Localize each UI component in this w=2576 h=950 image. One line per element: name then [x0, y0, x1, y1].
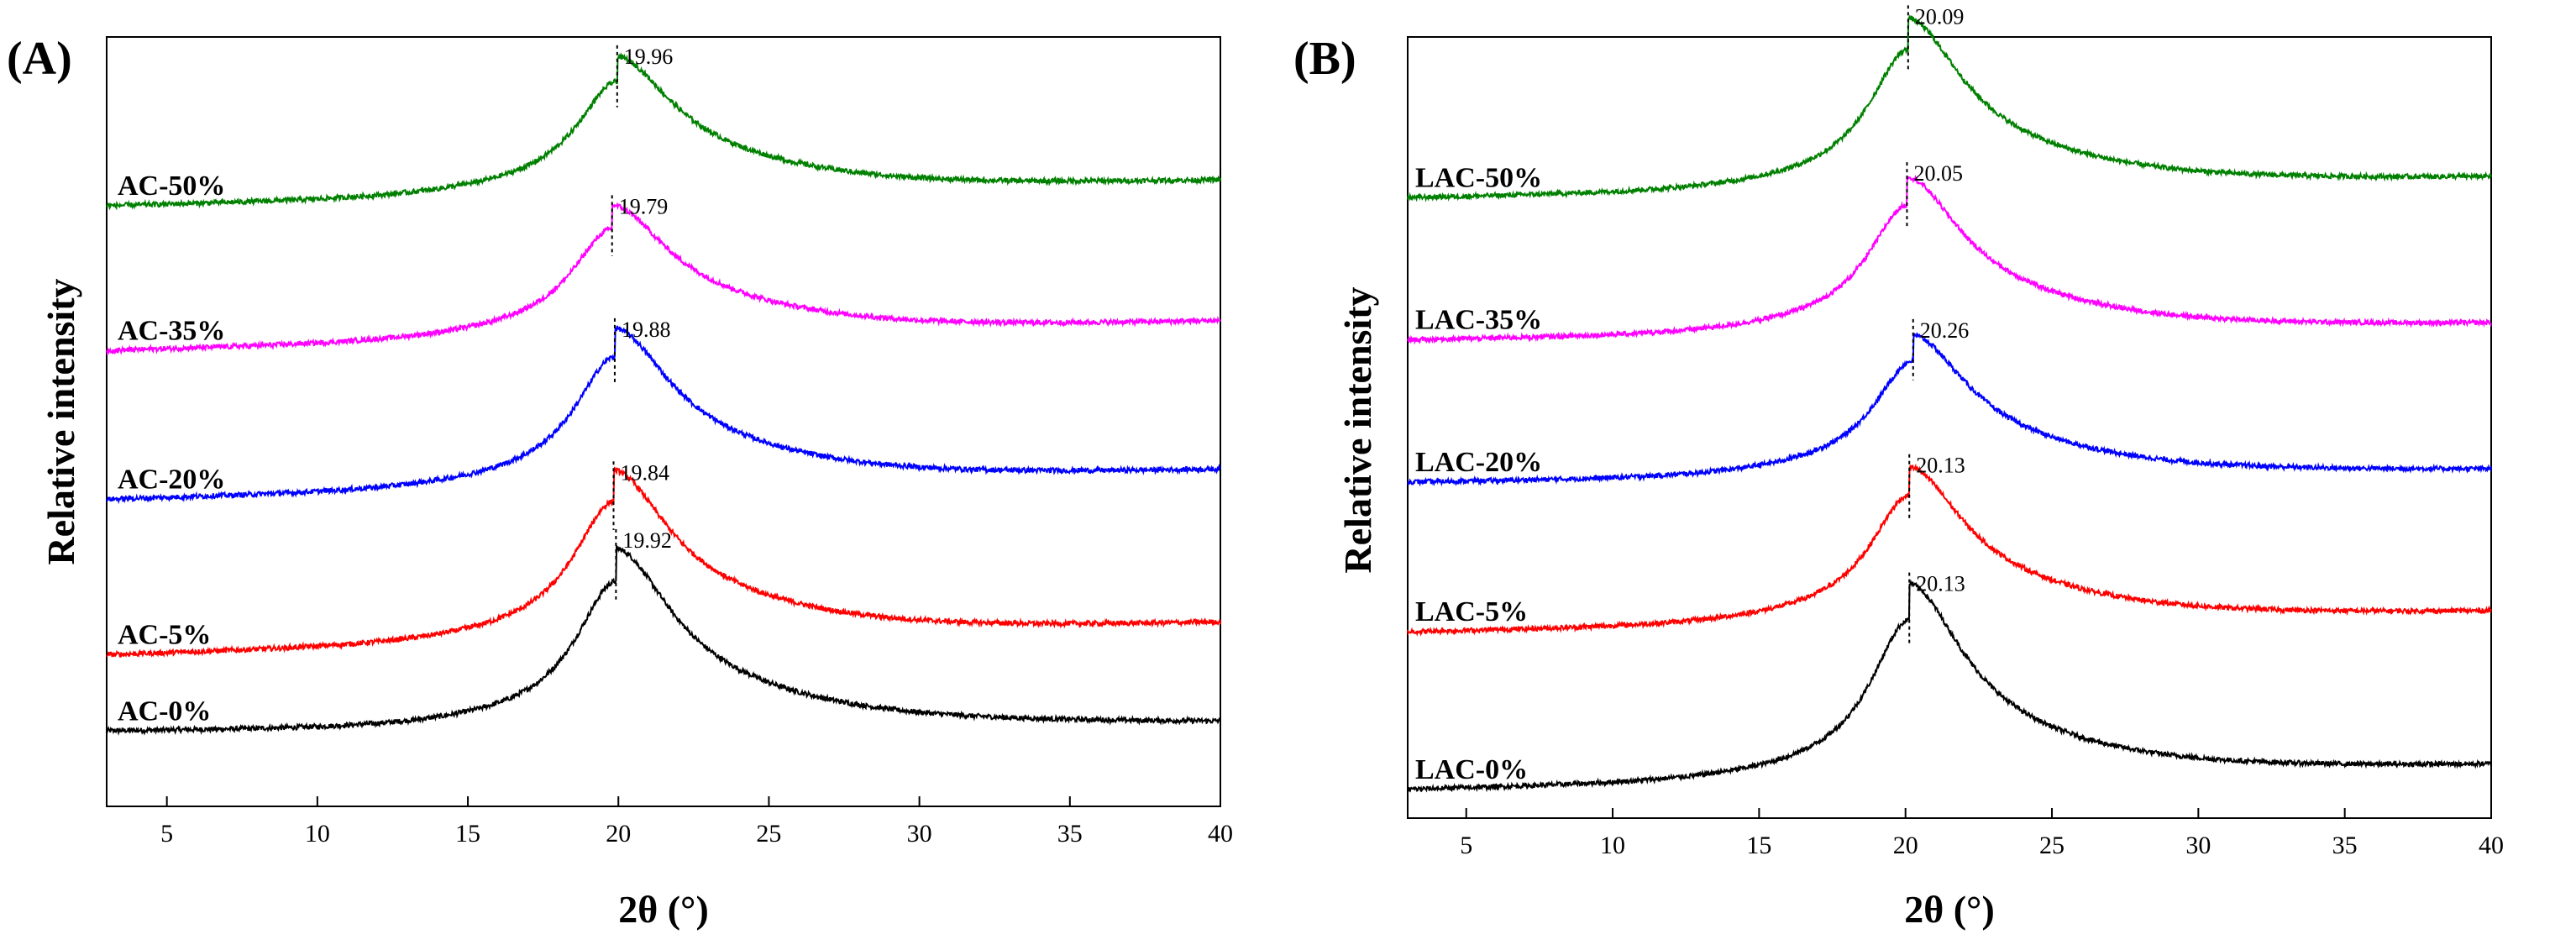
- panel-b-x-tick-label: 35: [2332, 832, 2358, 859]
- series-line-lac-5pct: [1407, 463, 2492, 637]
- panel-b: (B) 20.13LAC-0%20.13LAC-5%20.26LAC-20%20…: [1293, 4, 2504, 931]
- panel-a-label: (A): [7, 33, 72, 85]
- panel-b-x-tick-label: 40: [2479, 832, 2504, 859]
- panel-a-plot-frame: [106, 36, 1221, 807]
- panel-a-x-axis-title: 2θ (°): [618, 888, 709, 931]
- panel-b-x-tick-label: 5: [1460, 832, 1472, 859]
- panel-b-traces: 20.13 LAC-0% 20.13 LAC-5% 20.26 LAC-20% 20.05 L…: [1407, 4, 2492, 794]
- panel-a-x-tick-label: 30: [907, 820, 932, 848]
- panel-a-x-tick-label: 5: [160, 820, 173, 848]
- peak-label-ac-35pct: 19.79: [619, 194, 669, 218]
- series-line-lac-50pct: [1407, 14, 2492, 202]
- series-label-lac-5pct: LAC-5%: [1415, 596, 1528, 627]
- panel-b-x-tick-label: 30: [2185, 832, 2211, 859]
- peak-label-lac-0pct: 20.13: [1916, 572, 1965, 596]
- panel-b-x-axis-title: 2θ (°): [1904, 888, 1995, 931]
- peak-label-ac-50pct: 19.96: [624, 45, 674, 69]
- panel-b-x-ticks: 5 10 15 20 25 30 35 40: [1460, 808, 2504, 859]
- panel-a-x-tick-label: 35: [1057, 820, 1083, 848]
- series-line-ac-50pct: [106, 52, 1221, 211]
- panel-b-x-tick-label: 20: [1893, 832, 1918, 859]
- peak-label-ac-0pct: 19.92: [622, 528, 672, 553]
- panel-a: (A) 19.92 AC-0% 19.84 AC-5% 19.88 AC-20% 19.79…: [7, 33, 1233, 931]
- panel-b-y-axis-title: Relative intensity: [1336, 286, 1379, 573]
- series-label-ac-0pct: AC-0%: [118, 695, 211, 727]
- series-label-ac-50pct: AC-50%: [118, 171, 225, 202]
- series-line-lac-20pct: [1407, 331, 2492, 487]
- series-label-ac-20pct: AC-20%: [118, 465, 225, 496]
- series-line-ac-20pct: [106, 325, 1221, 505]
- panel-a-y-axis-title: Relative intensity: [39, 278, 82, 564]
- peak-label-lac-20pct: 20.26: [1920, 318, 1970, 343]
- panel-b-x-tick-label: 15: [1746, 832, 1771, 859]
- panel-a-x-tick-label: 40: [1208, 820, 1233, 848]
- series-line-lac-35pct: [1407, 174, 2492, 345]
- series-line-ac-35pct: [106, 202, 1221, 356]
- peak-label-ac-20pct: 19.88: [622, 318, 671, 342]
- panel-b-x-tick-label: 10: [1600, 832, 1625, 859]
- series-label-ac-35pct: AC-35%: [118, 315, 225, 346]
- peak-label-lac-35pct: 20.05: [1913, 161, 1963, 186]
- panel-a-traces: 19.92 AC-0% 19.84 AC-5% 19.88 AC-20% 19.79 AC-3…: [106, 45, 1221, 737]
- series-line-ac-5pct: [106, 466, 1221, 659]
- panel-a-x-tick-label: 20: [606, 820, 631, 848]
- panel-a-x-tick-label: 10: [305, 820, 330, 848]
- peak-label-lac-5pct: 20.13: [1916, 454, 1965, 478]
- series-label-lac-0pct: LAC-0%: [1415, 754, 1528, 785]
- panel-b-x-tick-label: 25: [2039, 832, 2064, 859]
- panel-b-label: (B): [1293, 33, 1356, 85]
- series-line-ac-0pct: [106, 543, 1221, 737]
- panel-b-plot-frame: [1407, 36, 2492, 819]
- panel-a-x-tick-label: 25: [756, 820, 781, 848]
- series-label-lac-35pct: LAC-35%: [1415, 305, 1542, 336]
- series-label-lac-50pct: LAC-50%: [1415, 163, 1542, 194]
- peak-label-ac-5pct: 19.84: [621, 460, 670, 485]
- peak-label-lac-50pct: 20.09: [1915, 4, 1965, 29]
- series-line-lac-0pct: [1407, 579, 2492, 794]
- series-label-lac-20pct: LAC-20%: [1415, 447, 1542, 478]
- series-label-ac-5pct: AC-5%: [118, 620, 211, 651]
- panel-a-x-tick-label: 15: [455, 820, 480, 848]
- panel-a-x-ticks: 5 10 15 20 25 30 35 40: [160, 796, 1233, 848]
